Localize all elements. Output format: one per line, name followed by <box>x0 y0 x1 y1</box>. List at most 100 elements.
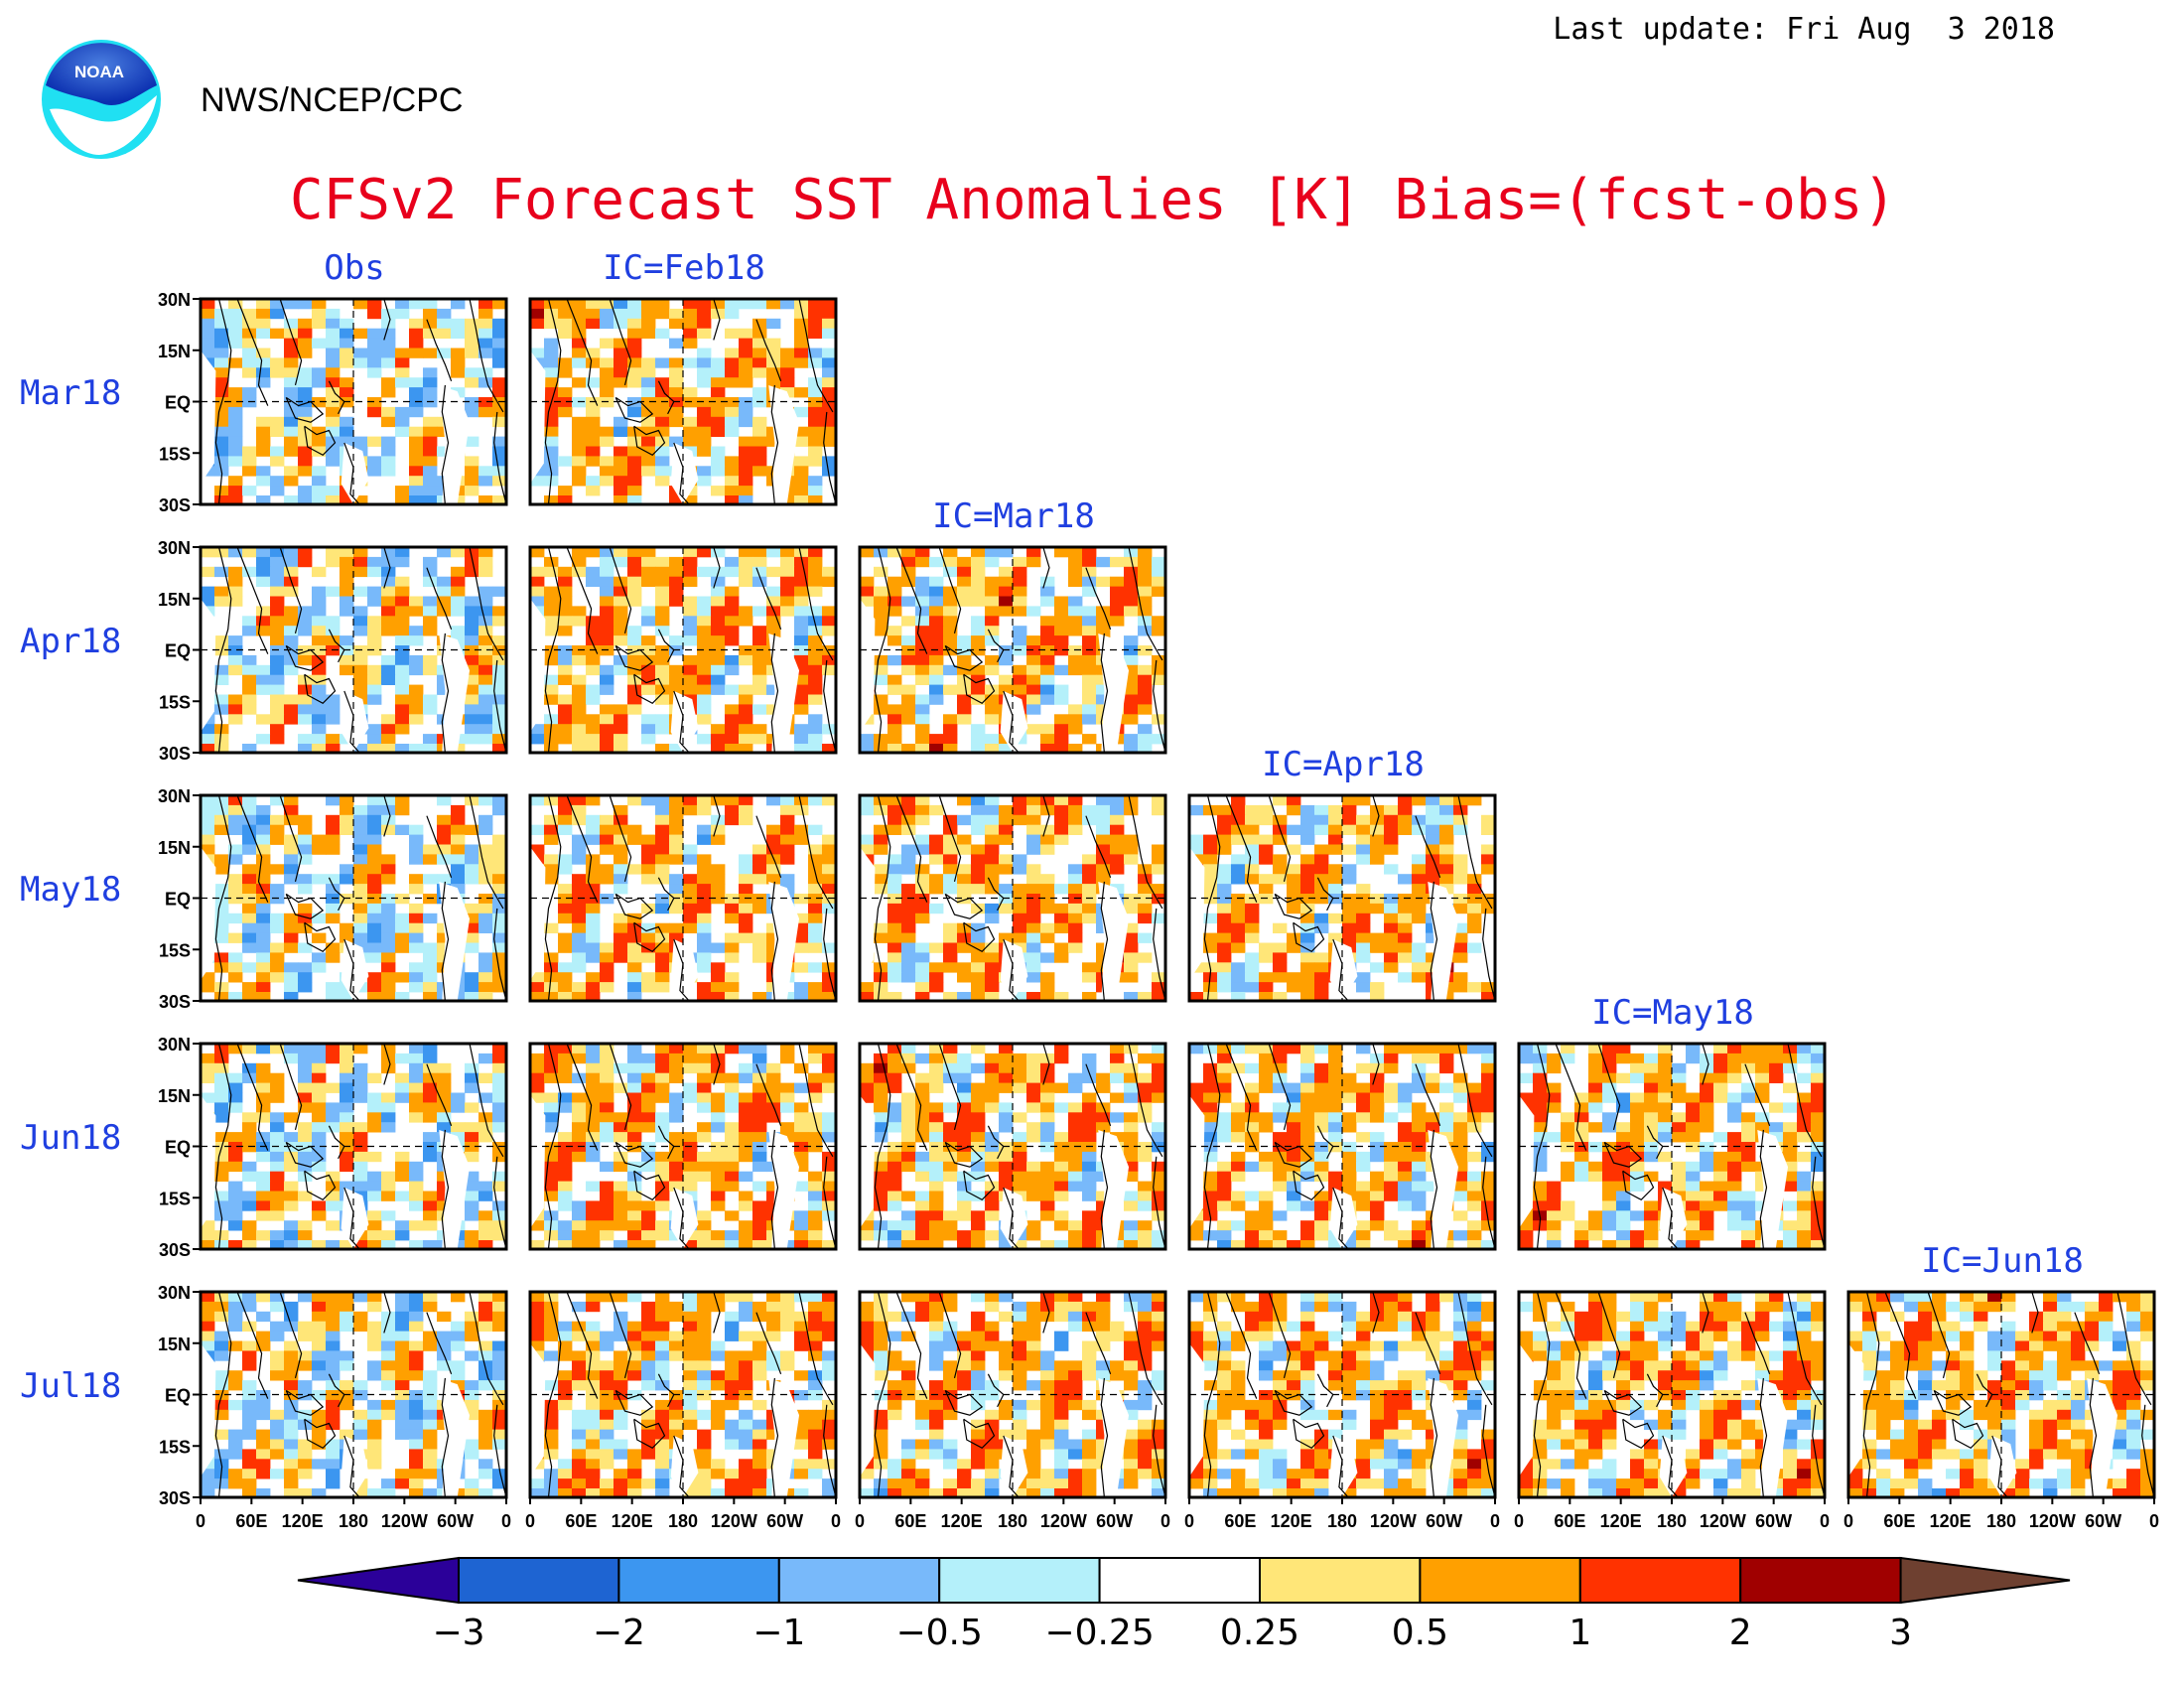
heatmap-cell <box>492 616 507 627</box>
heatmap-cell <box>1398 1161 1413 1173</box>
heatmap-cell <box>683 1132 698 1143</box>
heatmap-cell <box>298 397 313 408</box>
heatmap-cell <box>808 884 823 895</box>
heatmap-cell <box>1054 744 1069 754</box>
heatmap-cell <box>1439 854 1454 865</box>
heatmap-cell <box>381 576 396 587</box>
heatmap-cell <box>367 864 382 875</box>
heatmap-cell <box>1110 824 1125 835</box>
heatmap-cell <box>353 586 368 597</box>
heatmap-cell <box>451 854 466 865</box>
heatmap-cell <box>381 1112 396 1123</box>
heatmap-cell <box>423 992 438 1002</box>
coastline <box>566 1043 599 1151</box>
heatmap-cell <box>641 952 656 963</box>
heatmap-cell <box>270 1142 285 1153</box>
heatmap-cell <box>1630 1112 1645 1123</box>
heatmap-cell <box>1398 814 1413 826</box>
heatmap-cell <box>1481 824 1496 835</box>
heatmap-cell <box>586 1082 601 1093</box>
heatmap-cell <box>340 348 354 358</box>
heatmap-cell <box>627 318 642 330</box>
heatmap-cell <box>929 694 944 705</box>
heatmap-cell <box>915 1102 930 1113</box>
heatmap-cell <box>794 664 809 676</box>
land-africa <box>530 350 546 485</box>
heatmap-cell <box>1245 952 1260 963</box>
heatmap-cell <box>985 1062 1000 1074</box>
heatmap-cell <box>228 547 243 558</box>
heatmap-cell <box>901 922 916 933</box>
heatmap-cell <box>492 704 507 715</box>
heatmap-cell <box>627 596 642 607</box>
heatmap-cell <box>655 1220 670 1231</box>
heatmap-cell <box>627 1092 642 1103</box>
heatmap-cell <box>929 1102 944 1113</box>
heatmap-cell <box>1054 1151 1069 1163</box>
heatmap-cell <box>697 1132 712 1143</box>
heatmap-cell <box>298 456 313 467</box>
heatmap-cell <box>326 1122 341 1133</box>
heatmap-cell <box>725 495 740 505</box>
heatmap-cell <box>353 844 368 855</box>
heatmap-cell <box>1068 704 1083 715</box>
heatmap-cell <box>367 795 382 806</box>
heatmap-cell <box>1259 844 1274 855</box>
land-africa <box>1519 1094 1535 1229</box>
heatmap-cell <box>270 795 285 806</box>
coastline <box>214 1043 232 1250</box>
heatmap-cell <box>1727 1200 1742 1211</box>
heatmap-cell <box>641 645 656 656</box>
heatmap-cell <box>451 834 466 845</box>
heatmap-cell <box>423 942 438 953</box>
heatmap-cell <box>766 824 781 835</box>
heatmap-cell <box>808 922 823 933</box>
heatmap-cell <box>627 1122 642 1133</box>
heatmap-cell <box>1727 1044 1742 1055</box>
heatmap-cell <box>1026 874 1041 885</box>
heatmap-cell <box>1068 804 1083 816</box>
heatmap-cell <box>669 854 684 865</box>
heatmap-cell <box>683 1161 698 1173</box>
heatmap-cell <box>1026 884 1041 895</box>
heatmap-cell <box>752 664 767 676</box>
heatmap-cell <box>739 486 753 496</box>
heatmap-cell <box>298 616 313 627</box>
heatmap-cell <box>284 795 299 806</box>
heatmap-cell <box>492 684 507 695</box>
heatmap-cell <box>1356 1132 1371 1143</box>
heatmap-cell <box>1686 1102 1701 1113</box>
heatmap-cell <box>808 456 823 467</box>
heatmap-cell <box>669 884 684 895</box>
heatmap-cell <box>971 824 986 835</box>
heatmap-cell <box>1138 903 1153 914</box>
heatmap-cell <box>1082 714 1097 725</box>
heatmap-cell <box>437 1191 452 1201</box>
heatmap-cell <box>971 616 986 627</box>
heatmap-cell <box>627 436 642 447</box>
heatmap-cell <box>298 694 313 705</box>
heatmap-cell <box>586 456 601 467</box>
heatmap-cell <box>381 972 396 983</box>
heatmap-cell <box>1054 1142 1069 1153</box>
heatmap-cell <box>492 1181 507 1192</box>
heatmap-cell <box>1217 922 1232 933</box>
heatmap-cell <box>558 913 573 924</box>
heatmap-cell <box>711 626 726 636</box>
heatmap-cell <box>1561 1200 1575 1211</box>
heatmap-cell <box>641 377 656 388</box>
heatmap-cell <box>1138 596 1153 607</box>
heatmap-cell <box>971 566 986 578</box>
heatmap-cell <box>544 952 559 963</box>
heatmap-cell <box>1259 894 1274 905</box>
heatmap-cell <box>530 299 545 310</box>
heatmap-cell <box>1481 1142 1496 1153</box>
heatmap-cell <box>752 864 767 875</box>
heatmap-cell <box>381 854 396 865</box>
heatmap-cell <box>1110 556 1125 568</box>
heatmap-cell <box>1398 1082 1413 1093</box>
heatmap-cell <box>1658 1072 1673 1083</box>
heatmap-cell <box>1453 1161 1468 1173</box>
heatmap-cell <box>822 903 837 914</box>
heatmap-cell <box>530 724 545 735</box>
